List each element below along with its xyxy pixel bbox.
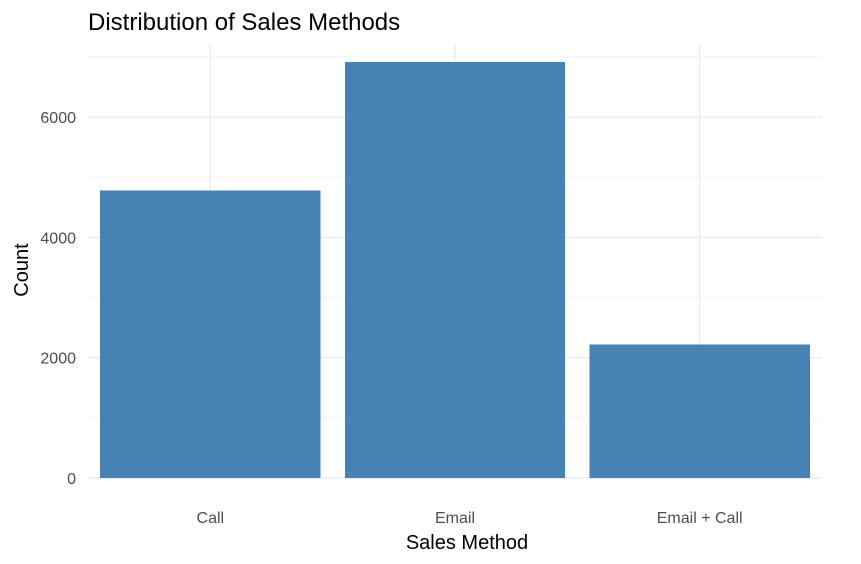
bar-email [344,61,566,478]
y-tick-label-3: 6000 [40,110,76,127]
x-tick-label-0: Call [197,510,225,527]
x-tick-label-1: Email [435,510,475,527]
y-tick-label-0: 0 [67,471,76,488]
x-axis-label: Sales Method [406,532,528,554]
chart-title: Distribution of Sales Methods [88,9,400,36]
bars-layer [100,61,810,478]
y-tick-label-1: 2000 [40,351,76,368]
x-tick-label-2: Email + Call [657,510,743,527]
bar-call [100,190,321,478]
y-axis-label: Count [11,243,33,297]
bar-email-call [589,344,810,478]
y-tick-label-2: 4000 [40,230,76,247]
ticks-layer: 0 2000 4000 6000 Call Email Email + Call [40,110,742,527]
